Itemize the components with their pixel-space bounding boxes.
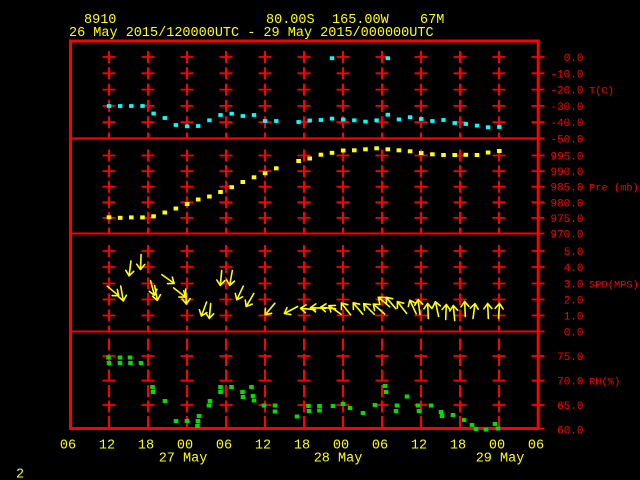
svg-text:12: 12: [411, 439, 427, 454]
svg-text:26 May 2015/120000UTC - 29 May: 26 May 2015/120000UTC - 29 May 2015/0000…: [69, 26, 434, 41]
svg-text:980.0: 980.0: [550, 198, 583, 210]
svg-text:12: 12: [255, 439, 271, 454]
svg-text:975.0: 975.0: [550, 214, 583, 226]
svg-text:-40.0: -40.0: [550, 118, 583, 130]
svg-text:00: 00: [177, 439, 193, 454]
svg-text:12: 12: [99, 439, 115, 454]
svg-text:3.0: 3.0: [564, 280, 584, 292]
svg-text:06: 06: [372, 439, 388, 454]
svg-text:60.0: 60.0: [557, 426, 583, 438]
svg-text:06: 06: [216, 439, 232, 454]
svg-text:28 May: 28 May: [314, 452, 363, 467]
svg-text:-30.0: -30.0: [550, 102, 583, 114]
svg-text:165.00W: 165.00W: [332, 13, 390, 28]
svg-text:SPD(MPS): SPD(MPS): [589, 280, 639, 292]
svg-text:18: 18: [138, 439, 154, 454]
svg-text:18: 18: [450, 439, 466, 454]
svg-text:06: 06: [60, 439, 76, 454]
svg-text:70.0: 70.0: [557, 377, 583, 389]
svg-text:00: 00: [489, 439, 505, 454]
svg-text:67M: 67M: [420, 13, 444, 28]
svg-text:0.0: 0.0: [564, 53, 584, 65]
svg-text:5.0: 5.0: [564, 247, 584, 259]
svg-text:18: 18: [294, 439, 310, 454]
svg-text:RH(%): RH(%): [589, 377, 620, 389]
svg-text:-10.0: -10.0: [550, 69, 583, 81]
svg-text:-50.0: -50.0: [550, 134, 583, 146]
svg-text:995.0: 995.0: [550, 152, 583, 164]
svg-text:06: 06: [528, 439, 544, 454]
svg-text:0.0: 0.0: [564, 328, 584, 340]
svg-text:985.0: 985.0: [550, 183, 583, 195]
svg-text:29 May: 29 May: [476, 452, 525, 467]
svg-text:Pre (mb): Pre (mb): [589, 183, 639, 195]
svg-text:65.0: 65.0: [557, 401, 583, 413]
svg-text:00: 00: [333, 439, 349, 454]
svg-text:4.0: 4.0: [564, 263, 584, 275]
svg-text:T(C): T(C): [589, 86, 614, 98]
svg-text:27 May: 27 May: [159, 452, 208, 467]
svg-text:8910: 8910: [84, 13, 116, 28]
svg-text:970.0: 970.0: [550, 230, 583, 242]
svg-text:2: 2: [16, 468, 24, 480]
svg-text:75.0: 75.0: [557, 352, 583, 364]
svg-text:2.0: 2.0: [564, 296, 584, 308]
svg-text:80.00S: 80.00S: [266, 13, 315, 28]
svg-text:990.0: 990.0: [550, 167, 583, 179]
svg-text:1.0: 1.0: [564, 312, 584, 324]
svg-text:-20.0: -20.0: [550, 86, 583, 98]
